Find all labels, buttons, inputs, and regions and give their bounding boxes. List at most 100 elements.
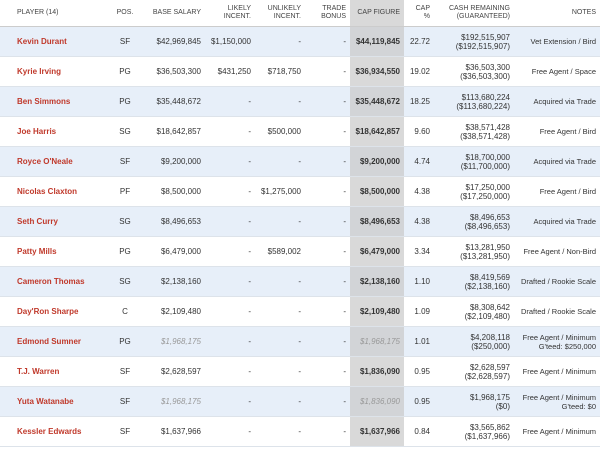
player-cell[interactable]: Royce O'Neale	[0, 146, 105, 177]
pos-cell: SG	[105, 116, 145, 147]
player-cell[interactable]: T.J. Warren	[0, 356, 105, 387]
pct-cell: 18.25	[404, 86, 434, 117]
unlikely-cell: -	[255, 146, 305, 177]
player-cell[interactable]: Kevin Durant	[0, 26, 105, 57]
cash-cell: $113,680,224 ($113,680,224)	[434, 86, 514, 117]
trade-cell: -	[305, 356, 350, 387]
cash-remaining: $8,308,642	[469, 302, 510, 312]
notes-cell: Free Agent / Non-Bird	[514, 236, 600, 267]
notes-cell: Free Agent / Bird	[514, 116, 600, 147]
cap-cell: $1,637,966	[350, 416, 404, 447]
player-cell[interactable]: Yuta Watanabe	[0, 386, 105, 417]
unlikely-cell: $718,750	[255, 56, 305, 87]
pct-cell: 9.60	[404, 116, 434, 147]
cash-cell: $8,419,569 ($2,138,160)	[434, 266, 514, 297]
cap-cell: $8,496,653	[350, 206, 404, 237]
notes-cell: Acquired via Trade	[514, 86, 600, 117]
pos-cell: PF	[105, 176, 145, 207]
guaranteed: ($2,109,480)	[464, 311, 510, 321]
base-cell: $1,968,175	[145, 326, 205, 357]
unlikely-cell: -	[255, 266, 305, 297]
player-cell[interactable]: Edmond Sumner	[0, 326, 105, 357]
notes-cell: Acquired via Trade	[514, 206, 600, 237]
trade-cell: -	[305, 296, 350, 327]
base-cell: $1,968,175	[145, 386, 205, 417]
guaranteed: ($36,503,300)	[460, 71, 510, 81]
player-row: Yuta Watanabe SF $1,968,175- - - $1,836,090 0.…	[0, 386, 600, 417]
player-cell[interactable]: Patty Mills	[0, 236, 105, 267]
cash-cell: $3,565,862 ($1,637,966)	[434, 416, 514, 447]
cap-cell: $9,200,000	[350, 146, 404, 177]
cash-remaining: $192,515,907	[461, 32, 510, 42]
base-cell: $1,637,966	[145, 416, 205, 447]
guaranteed: ($13,281,950)	[460, 251, 510, 261]
likely-cell: -	[205, 266, 255, 297]
cash-remaining: $13,281,950	[465, 242, 511, 252]
trade-cell: -	[305, 416, 350, 447]
player-cell[interactable]: Seth Curry	[0, 206, 105, 237]
trade-cell: -	[305, 176, 350, 207]
player-row: Kevin Durant SF $42,969,845 $1,150,000- - $44…	[0, 26, 600, 57]
pct-cell: 1.01	[404, 326, 434, 357]
cash-remaining: $36,503,300	[465, 62, 511, 72]
column-header: BASE SALARY	[145, 0, 205, 27]
trade-cell: -	[305, 86, 350, 117]
trade-cell: -	[305, 116, 350, 147]
likely-cell: -	[205, 356, 255, 387]
pos-cell: PG	[105, 236, 145, 267]
cash-cell: $2,628,597 ($2,628,597)	[434, 356, 514, 387]
pct-cell: 19.02	[404, 56, 434, 87]
pos-cell: PG	[105, 56, 145, 87]
player-cell[interactable]: Kessler Edwards	[0, 416, 105, 447]
likely-cell: -	[205, 326, 255, 357]
guaranteed: ($2,138,160)	[464, 281, 510, 291]
unlikely-cell: -	[255, 416, 305, 447]
player-cell[interactable]: Cameron Thomas	[0, 266, 105, 297]
column-header: LIKELY INCENT.	[205, 0, 255, 27]
trade-cell: -	[305, 206, 350, 237]
base-cell: $36,503,300	[145, 56, 205, 87]
cap-cell: $1,836,090	[350, 356, 404, 387]
pct-cell: 4.74	[404, 146, 434, 177]
likely-cell: -	[205, 86, 255, 117]
cash-remaining: $17,250,000	[465, 182, 511, 192]
cash-cell: $8,308,642 ($2,109,480)	[434, 296, 514, 327]
base-cell: $6,479,000	[145, 236, 205, 267]
likely-cell: -	[205, 146, 255, 177]
likely-cell: -	[205, 236, 255, 267]
player-row: Ben Simmons PG $35,448,672- - - $35,448,672 18…	[0, 86, 600, 117]
base-cell: $42,969,845	[145, 26, 205, 57]
base-cell: $9,200,000	[145, 146, 205, 177]
cash-remaining: $1,968,175	[469, 392, 510, 402]
pos-cell: SF	[105, 386, 145, 417]
unlikely-cell: $589,002	[255, 236, 305, 267]
pos-cell: SG	[105, 206, 145, 237]
likely-cell: $1,150,000	[205, 26, 255, 57]
cash-remaining: $2,628,597	[469, 362, 510, 372]
player-row: Cameron Thomas SG $2,138,160- - - $2,138,160 1…	[0, 266, 600, 297]
player-cell[interactable]: Ben Simmons	[0, 86, 105, 117]
column-header: POS.	[105, 0, 145, 27]
player-cell[interactable]: Nicolas Claxton	[0, 176, 105, 207]
player-cell[interactable]: Day'Ron Sharpe	[0, 296, 105, 327]
cash-cell: $192,515,907 ($192,515,907)	[434, 26, 514, 57]
player-cell[interactable]: Kyrie Irving	[0, 56, 105, 87]
trade-cell: -	[305, 236, 350, 267]
trade-cell: -	[305, 266, 350, 297]
cash-cell: $38,571,428 ($38,571,428)	[434, 116, 514, 147]
guaranteed: ($2,628,597)	[464, 371, 510, 381]
player-cell[interactable]: Joe Harris	[0, 116, 105, 147]
guaranteed: ($11,700,000)	[460, 161, 510, 171]
player-row: Kyrie Irving PG $36,503,300 $431,250 $718,75…	[0, 56, 600, 87]
cash-cell: $17,250,000 ($17,250,000)	[434, 176, 514, 207]
pct-cell: 0.84	[404, 416, 434, 447]
guaranteed: ($8,496,653)	[464, 221, 510, 231]
column-header: PLAYER (14)	[0, 0, 105, 27]
guaranteed: ($250,000)	[471, 341, 510, 351]
notes-cell: Drafted / Rookie Scale	[514, 266, 600, 297]
pct-cell: 0.95	[404, 356, 434, 387]
column-header: CAP FIGURE	[350, 0, 404, 27]
base-cell: $35,448,672	[145, 86, 205, 117]
unlikely-cell: $500,000	[255, 116, 305, 147]
base-cell: $8,500,000	[145, 176, 205, 207]
